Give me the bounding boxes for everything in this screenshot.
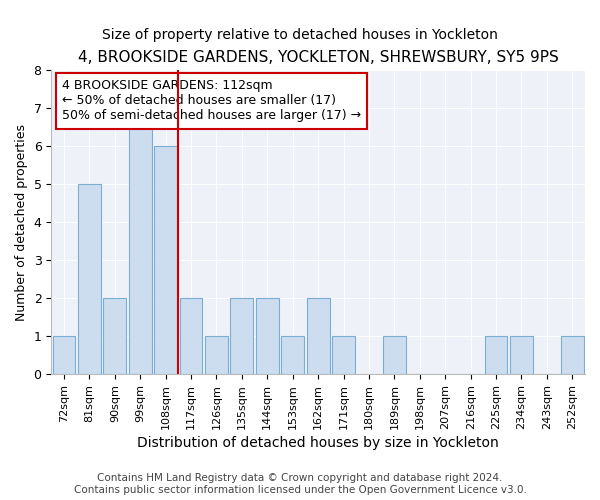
Text: Contains HM Land Registry data © Crown copyright and database right 2024.
Contai: Contains HM Land Registry data © Crown c… (74, 474, 526, 495)
Bar (78, 184, 101, 374)
Bar (53, 336, 76, 374)
Bar (230, 298, 253, 374)
Bar (383, 336, 406, 374)
Bar (205, 336, 228, 374)
Bar (179, 298, 202, 374)
Y-axis label: Number of detached properties: Number of detached properties (15, 124, 28, 321)
Text: 4 BROOKSIDE GARDENS: 112sqm
← 50% of detached houses are smaller (17)
50% of sem: 4 BROOKSIDE GARDENS: 112sqm ← 50% of det… (62, 80, 361, 122)
Bar (281, 336, 304, 374)
Bar (103, 298, 126, 374)
Bar (129, 108, 152, 374)
Bar (510, 336, 533, 374)
X-axis label: Distribution of detached houses by size in Yockleton: Distribution of detached houses by size … (137, 436, 499, 450)
Bar (332, 336, 355, 374)
Bar (307, 298, 329, 374)
Bar (256, 298, 279, 374)
Bar (561, 336, 584, 374)
Title: 4, BROOKSIDE GARDENS, YOCKLETON, SHREWSBURY, SY5 9PS: 4, BROOKSIDE GARDENS, YOCKLETON, SHREWSB… (78, 50, 559, 65)
Bar (485, 336, 508, 374)
Text: Size of property relative to detached houses in Yockleton: Size of property relative to detached ho… (102, 28, 498, 42)
Bar (154, 146, 177, 374)
